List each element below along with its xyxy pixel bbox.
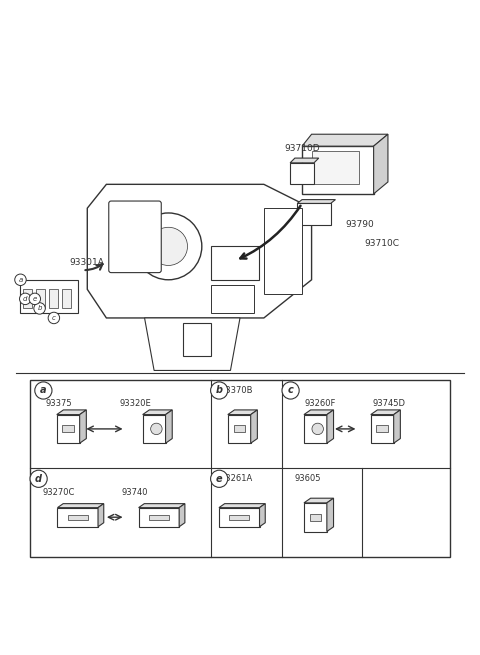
Text: 93605: 93605 — [295, 474, 322, 483]
Text: 93270C: 93270C — [42, 487, 75, 496]
Circle shape — [312, 423, 324, 435]
Bar — [376, 425, 388, 432]
Bar — [61, 290, 71, 309]
Polygon shape — [139, 508, 179, 527]
Circle shape — [282, 382, 299, 399]
Bar — [264, 208, 302, 294]
Polygon shape — [260, 504, 265, 527]
Text: 93301A: 93301A — [70, 259, 105, 267]
Polygon shape — [394, 410, 400, 443]
Circle shape — [29, 293, 40, 305]
Polygon shape — [251, 410, 257, 443]
Bar — [149, 515, 169, 519]
Bar — [48, 290, 58, 309]
Polygon shape — [228, 410, 257, 415]
Polygon shape — [327, 498, 334, 531]
Polygon shape — [57, 410, 86, 415]
Bar — [23, 290, 33, 309]
Polygon shape — [80, 410, 86, 443]
Circle shape — [211, 382, 228, 399]
Circle shape — [20, 293, 31, 305]
Polygon shape — [179, 504, 185, 527]
Bar — [30, 380, 450, 557]
Polygon shape — [144, 318, 240, 371]
Text: d: d — [23, 296, 27, 302]
Polygon shape — [304, 498, 334, 503]
Text: c: c — [288, 386, 293, 396]
Polygon shape — [302, 146, 373, 194]
Polygon shape — [371, 410, 400, 415]
Text: b: b — [216, 386, 223, 396]
Bar — [36, 290, 45, 309]
Polygon shape — [219, 504, 265, 508]
Text: 93710D: 93710D — [284, 144, 320, 153]
Bar — [312, 151, 360, 184]
Polygon shape — [371, 415, 394, 443]
Bar — [233, 425, 245, 432]
Polygon shape — [57, 415, 80, 443]
Text: 93375: 93375 — [45, 400, 72, 408]
Bar — [68, 515, 88, 519]
Text: d: d — [35, 474, 42, 484]
Polygon shape — [58, 508, 98, 527]
Polygon shape — [219, 508, 260, 527]
Polygon shape — [139, 504, 185, 508]
Polygon shape — [297, 200, 336, 204]
Bar — [229, 515, 250, 519]
Circle shape — [15, 274, 26, 286]
Bar — [62, 425, 74, 432]
Bar — [310, 514, 321, 521]
Text: 93370B: 93370B — [221, 386, 253, 395]
Bar — [211, 284, 254, 313]
Polygon shape — [58, 504, 104, 508]
Polygon shape — [143, 410, 172, 415]
Polygon shape — [290, 158, 319, 163]
Circle shape — [149, 227, 188, 265]
Polygon shape — [87, 184, 312, 318]
Text: 93745D: 93745D — [373, 400, 406, 408]
Polygon shape — [302, 134, 388, 146]
Text: 93710C: 93710C — [364, 239, 399, 248]
Text: b: b — [37, 305, 42, 311]
Text: a: a — [18, 277, 23, 283]
Polygon shape — [166, 410, 172, 443]
Text: 93261A: 93261A — [221, 474, 253, 483]
Text: c: c — [52, 315, 56, 321]
Polygon shape — [98, 504, 104, 527]
Text: a: a — [40, 386, 47, 396]
Circle shape — [35, 382, 52, 399]
Circle shape — [135, 213, 202, 280]
Polygon shape — [297, 204, 331, 225]
Circle shape — [48, 312, 60, 324]
Circle shape — [30, 470, 47, 487]
Bar — [211, 246, 259, 280]
Polygon shape — [228, 415, 251, 443]
Polygon shape — [327, 410, 334, 443]
Text: 93320E: 93320E — [119, 400, 151, 408]
Text: 93260F: 93260F — [304, 400, 336, 408]
Circle shape — [151, 423, 162, 435]
Circle shape — [211, 470, 228, 487]
Polygon shape — [290, 163, 314, 184]
Text: 93790: 93790 — [345, 220, 374, 229]
Bar — [21, 280, 78, 313]
Text: 93740: 93740 — [122, 487, 148, 496]
Polygon shape — [143, 415, 166, 443]
Polygon shape — [373, 134, 388, 194]
Polygon shape — [304, 415, 327, 443]
Circle shape — [34, 303, 45, 314]
Text: e: e — [216, 474, 223, 484]
Polygon shape — [304, 410, 334, 415]
Polygon shape — [304, 503, 327, 531]
FancyBboxPatch shape — [109, 201, 161, 272]
Text: e: e — [33, 296, 37, 302]
Bar — [183, 323, 211, 356]
